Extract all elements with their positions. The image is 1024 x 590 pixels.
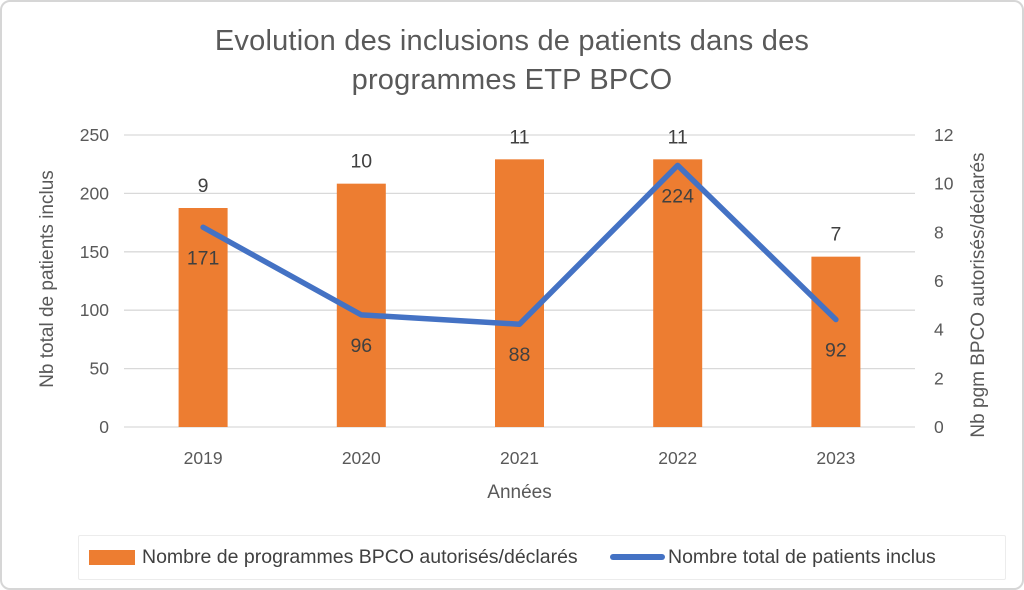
bar-2022 xyxy=(653,159,703,428)
bar-value-label: 10 xyxy=(350,151,372,173)
chart-title-line-2: programmes ETP BPCO xyxy=(351,64,673,96)
left-axis-tick-label: 150 xyxy=(80,242,109,262)
left-axis-tick-label: 0 xyxy=(99,417,109,437)
bar-value-label: 11 xyxy=(668,126,688,148)
legend-box xyxy=(78,535,1006,580)
bar-2021 xyxy=(495,159,544,428)
left-axis-tick-label: 200 xyxy=(80,183,109,203)
x-axis-tick-label: 2019 xyxy=(184,448,223,468)
right-axis-tick-label: 12 xyxy=(934,125,953,145)
right-axis-tick-label: 10 xyxy=(934,174,954,194)
bar-value-label: 7 xyxy=(830,224,841,246)
right-axis-tick-label: 8 xyxy=(934,222,944,242)
right-axis-title: Nb pgm BPCO autorisés/déclarés xyxy=(968,152,989,438)
line-value-label: 88 xyxy=(509,344,531,366)
legend-item-patients: Nombre total de patients inclus xyxy=(610,542,936,572)
x-axis-tick-label: 2020 xyxy=(342,448,381,468)
x-axis-tick-label: 2023 xyxy=(816,448,855,468)
line-value-label: 92 xyxy=(825,340,847,362)
bar-value-label: 11 xyxy=(509,126,529,148)
left-axis-tick-label: 50 xyxy=(90,359,110,379)
patients-line xyxy=(200,162,839,327)
x-axis-tick-label: 2022 xyxy=(658,448,697,468)
line-value-label: 96 xyxy=(350,335,372,357)
line-value-label: 171 xyxy=(187,247,220,269)
legend-label-patients: Nombre total de patients inclus xyxy=(668,545,936,568)
right-axis-tick-label: 0 xyxy=(934,417,944,437)
chart-title-line-1: Evolution des inclusions de patients dan… xyxy=(214,25,810,57)
legend-line-swatch xyxy=(610,554,665,560)
right-axis-tick-label: 4 xyxy=(934,320,944,340)
bar-2019 xyxy=(178,208,228,427)
left-axis-tick-label: 250 xyxy=(80,125,109,145)
legend-label-programmes: Nombre de programmes BPCO autorisés/décl… xyxy=(142,545,578,568)
right-axis-tick-label: 6 xyxy=(934,271,944,291)
left-axis-tick-label: 100 xyxy=(80,300,109,320)
right-axis-tick-label: 2 xyxy=(934,368,944,388)
x-axis-title: Années xyxy=(487,482,552,503)
left-axis-title: Nb total de patients inclus xyxy=(37,170,58,388)
line-value-label: 224 xyxy=(661,185,694,207)
x-axis-tick-label: 2021 xyxy=(500,448,539,468)
bar-2023 xyxy=(811,256,861,427)
chart-title: Evolution des inclusions de patients dan… xyxy=(2,22,1022,100)
legend-bar-swatch xyxy=(89,549,135,565)
bar-value-label: 9 xyxy=(198,175,209,197)
legend-item-programmes: Nombre de programmes BPCO autorisés/décl… xyxy=(89,542,578,572)
